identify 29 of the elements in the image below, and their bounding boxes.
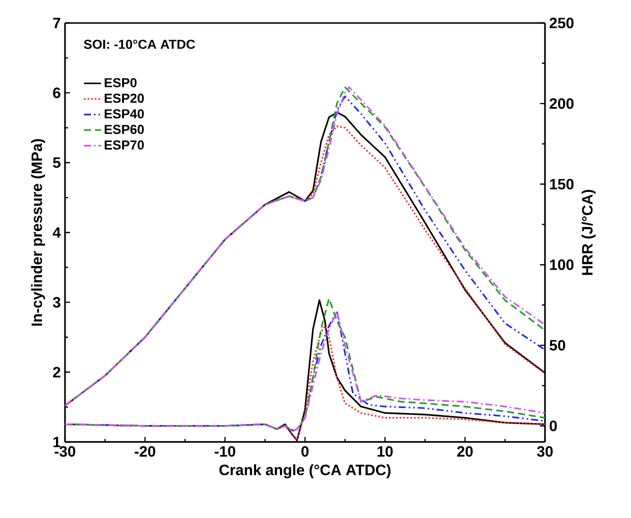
y-tick-label: 1 [53,436,60,448]
y-axis-title: In-cylinder pressure (MPa) [31,139,46,326]
annotation: SOI: -10°CA ATDC [84,40,196,49]
x-axis-title: Crank angle (°CA ATDC) [219,464,390,478]
x-tick-label: -10 [214,446,236,457]
y2-tick-label: 50 [550,340,566,351]
legend-label: ESP20 [104,94,144,103]
y-tick-label: 6 [53,88,60,98]
y-tick-label: 2 [53,366,60,378]
legend-label: ESP60 [104,124,144,134]
legend-label: ESP40 [104,109,144,118]
x-tick-label: 20 [457,446,473,457]
legend-label: ESP0 [104,78,137,88]
y-tick-label: 3 [52,297,60,308]
legend-label: ESP70 [104,140,144,150]
y2-tick-label: 100 [550,259,574,270]
y2-tick-label: 250 [550,18,574,28]
y2-tick-label: 0 [550,420,557,432]
x-tick-label: 10 [378,446,393,457]
x-tick-label: 0 [301,446,309,457]
y2-tick-label: 150 [550,178,574,190]
y-tick-label: 5 [52,157,60,168]
x-tick-label: 30 [537,446,553,457]
x-tick-label: -20 [134,446,156,457]
y2-axis-title: HRR (J/°CA) [582,190,596,275]
y-tick-label: 7 [53,18,60,28]
y2-tick-label: 200 [550,98,574,109]
y-tick-label: 4 [52,227,61,238]
x-tick-label: -30 [54,446,76,457]
